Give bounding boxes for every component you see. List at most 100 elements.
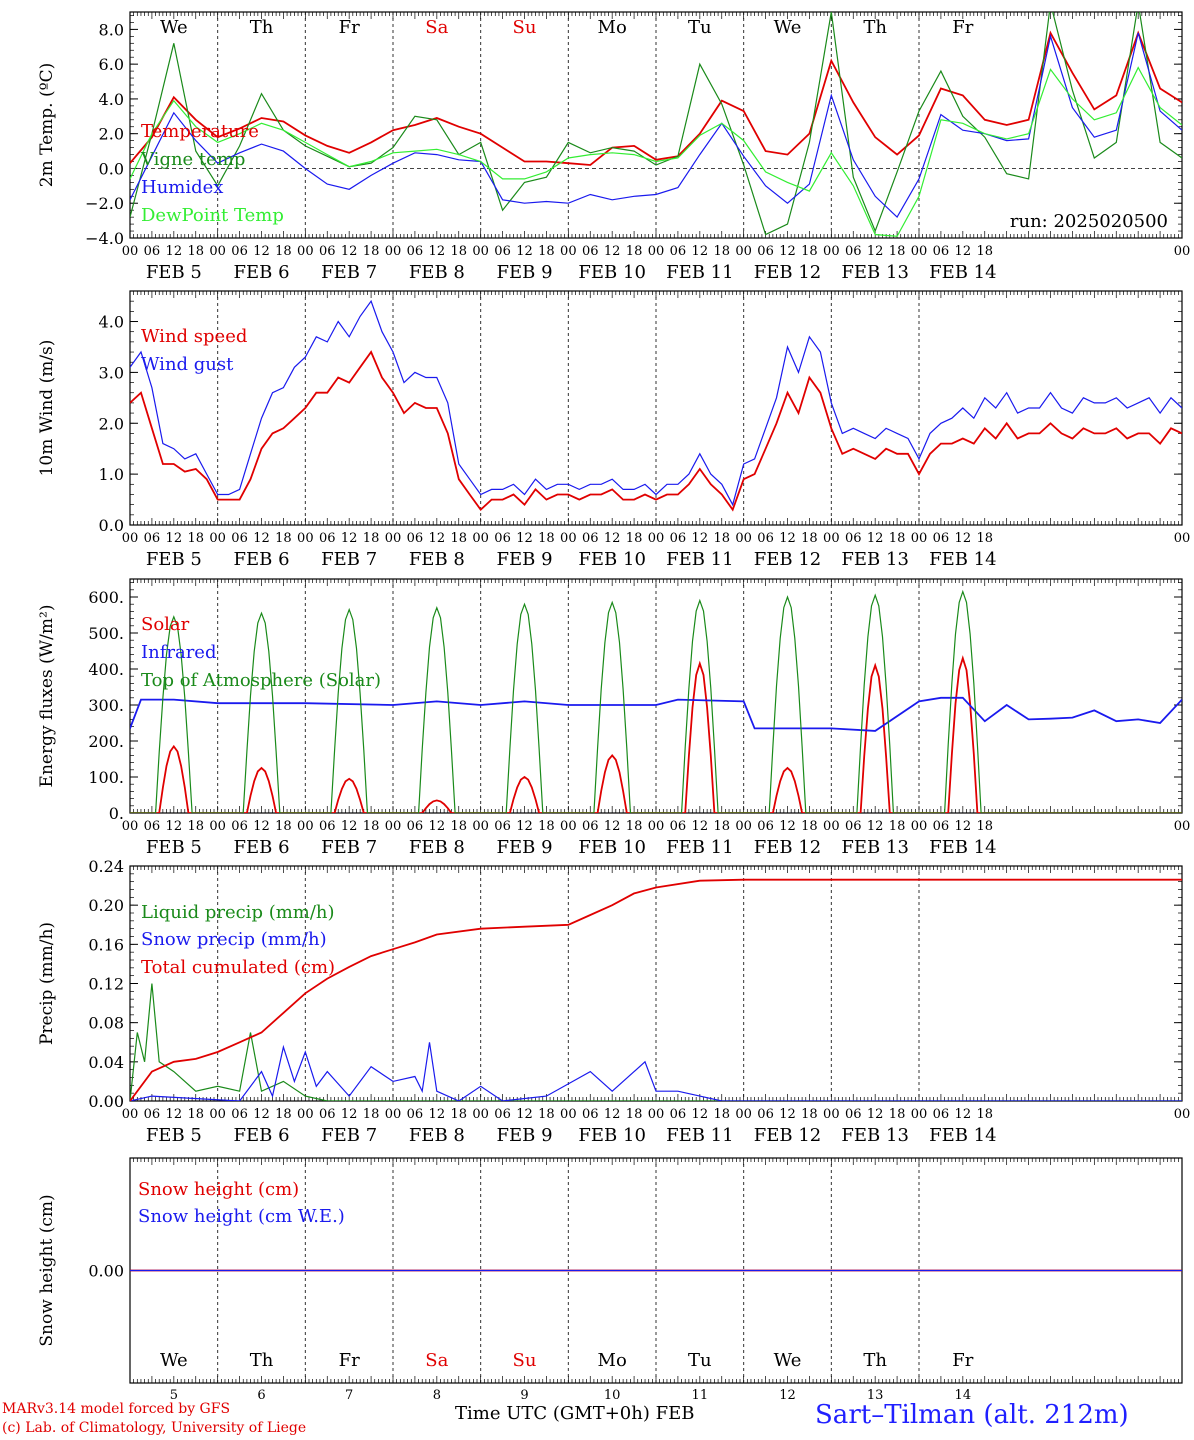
- y-axis-label: 2m Temp. (ºC): [37, 63, 57, 188]
- weekday-label: We: [160, 17, 188, 38]
- hour-label: 00: [297, 819, 314, 834]
- hour-label: 12: [604, 819, 621, 834]
- hour-label: 00: [648, 819, 665, 834]
- run-label: run: 2025020500: [1010, 211, 1168, 232]
- hour-label: 06: [757, 244, 774, 259]
- hour-label: 00: [209, 1107, 226, 1122]
- y-tick-label: 0.: [109, 804, 124, 823]
- hour-label: 12: [253, 531, 270, 546]
- hour-label: 06: [144, 819, 161, 834]
- hour-label: 18: [450, 819, 467, 834]
- hour-label: 06: [757, 819, 774, 834]
- hour-label: 12: [516, 244, 533, 259]
- hour-label: 00: [560, 244, 577, 259]
- hour-label: 06: [144, 531, 161, 546]
- date-label: FEB 7: [321, 262, 377, 283]
- hour-label: 18: [801, 819, 818, 834]
- hour-label: 18: [187, 244, 204, 259]
- hour-label: 18: [801, 531, 818, 546]
- weekday-label: Mo: [598, 17, 627, 38]
- y-tick-label: 1.0: [99, 465, 124, 484]
- y-tick-label: −2.0: [85, 194, 124, 213]
- series-line: [130, 696, 1182, 732]
- day-number-label: 6: [257, 1388, 265, 1403]
- hour-label: 12: [166, 819, 183, 834]
- hour-label: 06: [670, 531, 687, 546]
- model-credit: MARv3.14 model forced by GFS: [2, 1401, 231, 1417]
- hour-label: 12: [692, 1107, 709, 1122]
- weekday-label: We: [160, 1350, 188, 1371]
- hour-label: 12: [779, 531, 796, 546]
- date-label: FEB 9: [496, 262, 552, 283]
- date-label: FEB 5: [146, 1125, 202, 1146]
- date-label: FEB 8: [409, 549, 465, 570]
- hour-label: 00: [1174, 819, 1191, 834]
- hour-label: 00: [735, 531, 752, 546]
- hour-label: 06: [407, 531, 424, 546]
- weekday-label: We: [774, 1350, 802, 1371]
- hour-label: 18: [801, 1107, 818, 1122]
- hour-label: 12: [166, 244, 183, 259]
- weekday-label: Fr: [339, 1350, 360, 1371]
- hour-label: 06: [933, 819, 950, 834]
- hour-label: 06: [670, 1107, 687, 1122]
- hour-label: 18: [626, 819, 643, 834]
- hour-label: 06: [933, 531, 950, 546]
- hour-label: 06: [144, 244, 161, 259]
- hour-label: 18: [626, 1107, 643, 1122]
- hour-label: 12: [955, 1107, 972, 1122]
- hour-label: 18: [976, 819, 993, 834]
- weekday-label: Su: [513, 1350, 537, 1371]
- hour-label: 00: [911, 819, 928, 834]
- hour-label: 18: [363, 1107, 380, 1122]
- hour-label: 06: [670, 244, 687, 259]
- date-label: FEB 8: [409, 1125, 465, 1146]
- hour-label: 06: [845, 819, 862, 834]
- hour-label: 18: [538, 819, 555, 834]
- hour-label: 00: [648, 244, 665, 259]
- legend-entry: Top of Atmosphere (Solar): [141, 670, 381, 691]
- series-line: [130, 983, 1182, 1101]
- weekday-label: Tu: [688, 17, 712, 38]
- hour-label: 06: [933, 244, 950, 259]
- hour-label: 12: [341, 819, 358, 834]
- hour-label: 12: [166, 1107, 183, 1122]
- series-line: [130, 12, 1182, 236]
- hour-label: 06: [582, 1107, 599, 1122]
- weekday-label: Su: [513, 17, 537, 38]
- date-label: FEB 13: [841, 549, 908, 570]
- date-label: FEB 7: [321, 837, 377, 858]
- weekday-label: Fr: [952, 1350, 973, 1371]
- hour-label: 06: [494, 1107, 511, 1122]
- hour-label: 00: [385, 244, 402, 259]
- hour-label: 00: [472, 244, 489, 259]
- legend-entry: DewPoint Temp: [141, 205, 284, 226]
- hour-label: 12: [867, 819, 884, 834]
- date-label: FEB 14: [929, 549, 996, 570]
- legend-entry: Wind speed: [141, 326, 247, 347]
- hour-label: 00: [209, 244, 226, 259]
- day-number-label: 7: [345, 1388, 353, 1403]
- legend-entry: Wind gust: [141, 354, 234, 375]
- hour-label: 00: [648, 531, 665, 546]
- date-label: FEB 9: [496, 837, 552, 858]
- weekday-label: Sa: [425, 17, 448, 38]
- hour-label: 18: [187, 531, 204, 546]
- hour-label: 06: [757, 531, 774, 546]
- hour-label: 06: [319, 531, 336, 546]
- hour-label: 00: [735, 1107, 752, 1122]
- hour-label: 06: [319, 244, 336, 259]
- y-tick-label: 200.: [88, 732, 124, 751]
- hour-label: 12: [166, 531, 183, 546]
- hour-label: 06: [319, 819, 336, 834]
- date-label: FEB 12: [754, 262, 821, 283]
- date-label: FEB 12: [754, 837, 821, 858]
- hour-label: 00: [560, 1107, 577, 1122]
- day-number-label: 10: [604, 1388, 621, 1403]
- date-label: FEB 6: [233, 262, 289, 283]
- hour-label: 18: [275, 531, 292, 546]
- legend-entry: Humidex: [141, 177, 223, 198]
- date-label: FEB 7: [321, 549, 377, 570]
- hour-label: 12: [429, 819, 446, 834]
